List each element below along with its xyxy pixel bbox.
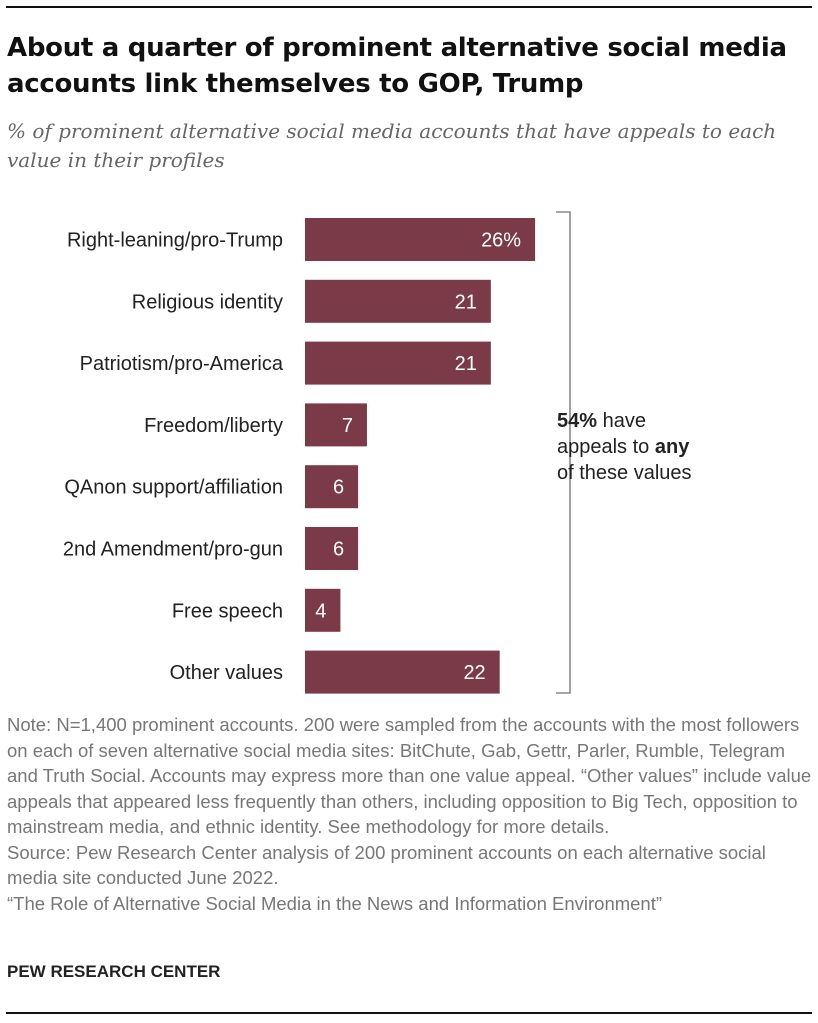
bracket xyxy=(556,211,571,694)
bar-6 xyxy=(305,588,341,632)
category-label-1: Religious identity xyxy=(132,291,283,313)
bracket-annotation: 54% have appeals to any of these values xyxy=(557,408,692,486)
annotation-line-2-prefix: appeals to xyxy=(557,436,655,458)
category-label-6: Free speech xyxy=(172,600,283,622)
bar-4 xyxy=(305,465,359,509)
bars-layer: Right-leaning/pro-Trump 26% Religious iden… xyxy=(63,218,536,694)
value-label-6: 4 xyxy=(315,600,326,622)
value-label-5: 6 xyxy=(333,539,344,561)
brand-logo-text: PEW RESEARCH CENTER xyxy=(7,962,221,981)
value-label-0: 26% xyxy=(481,230,521,252)
value-label-3: 7 xyxy=(342,415,353,437)
value-label-1: 21 xyxy=(455,291,477,313)
annotation-line-1-rest: have xyxy=(597,410,646,432)
bar-5 xyxy=(305,527,359,570)
annotation-line-1: 54% have xyxy=(557,408,692,434)
annotation-bold-any: any xyxy=(654,436,690,458)
value-label-2: 21 xyxy=(455,353,477,375)
bar-7 xyxy=(305,650,500,694)
category-label-4: QAnon support/affiliation xyxy=(64,477,283,499)
annotation-bold-percent: 54% xyxy=(557,410,598,432)
category-label-2: Patriotism/pro-America xyxy=(80,353,284,375)
source-text: Source: Pew Research Center analysis of … xyxy=(7,841,766,889)
chart-subtitle: % of prominent alternative social media … xyxy=(7,119,777,172)
annotation-line-3: of these values xyxy=(557,462,692,484)
category-label-0: Right-leaning/pro-Trump xyxy=(67,230,283,252)
category-label-7: Other values xyxy=(170,662,283,684)
chart-title: About a quarter of prominent alternative… xyxy=(7,33,787,99)
bar-0 xyxy=(305,218,536,261)
notes-block: Note: N=1,400 prominent accounts. 200 we… xyxy=(7,712,812,916)
category-label-5: 2nd Amendment/pro-gun xyxy=(63,539,283,561)
report-title: “The Role of Alternative Social Media in… xyxy=(7,892,663,914)
value-label-4: 6 xyxy=(333,477,344,499)
bottom-rule xyxy=(6,1012,812,1014)
value-label-7: 22 xyxy=(463,662,485,684)
bar-3 xyxy=(305,403,367,447)
bar-1 xyxy=(305,279,491,323)
bar-2 xyxy=(305,341,491,385)
note-text: Note: N=1,400 prominent accounts. 200 we… xyxy=(7,714,812,837)
top-rule xyxy=(6,6,812,8)
annotation-line-2: appeals to any xyxy=(557,434,692,460)
category-label-3: Freedom/liberty xyxy=(144,415,283,437)
bar-chart: Right-leaning/pro-Trump 26% Religious iden… xyxy=(63,211,571,694)
